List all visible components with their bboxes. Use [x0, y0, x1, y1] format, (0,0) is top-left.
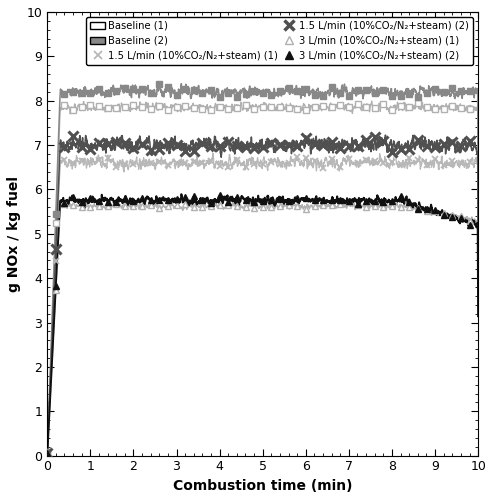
Y-axis label: g NOx / kg fuel: g NOx / kg fuel: [7, 176, 21, 292]
X-axis label: Combustion time (min): Combustion time (min): [173, 479, 352, 493]
Legend: Baseline (1), Baseline (2), 1.5 L/min (10%CO₂/N₂+steam) (1), 1.5 L/min (10%CO₂/N: Baseline (1), Baseline (2), 1.5 L/min (1…: [86, 17, 473, 65]
